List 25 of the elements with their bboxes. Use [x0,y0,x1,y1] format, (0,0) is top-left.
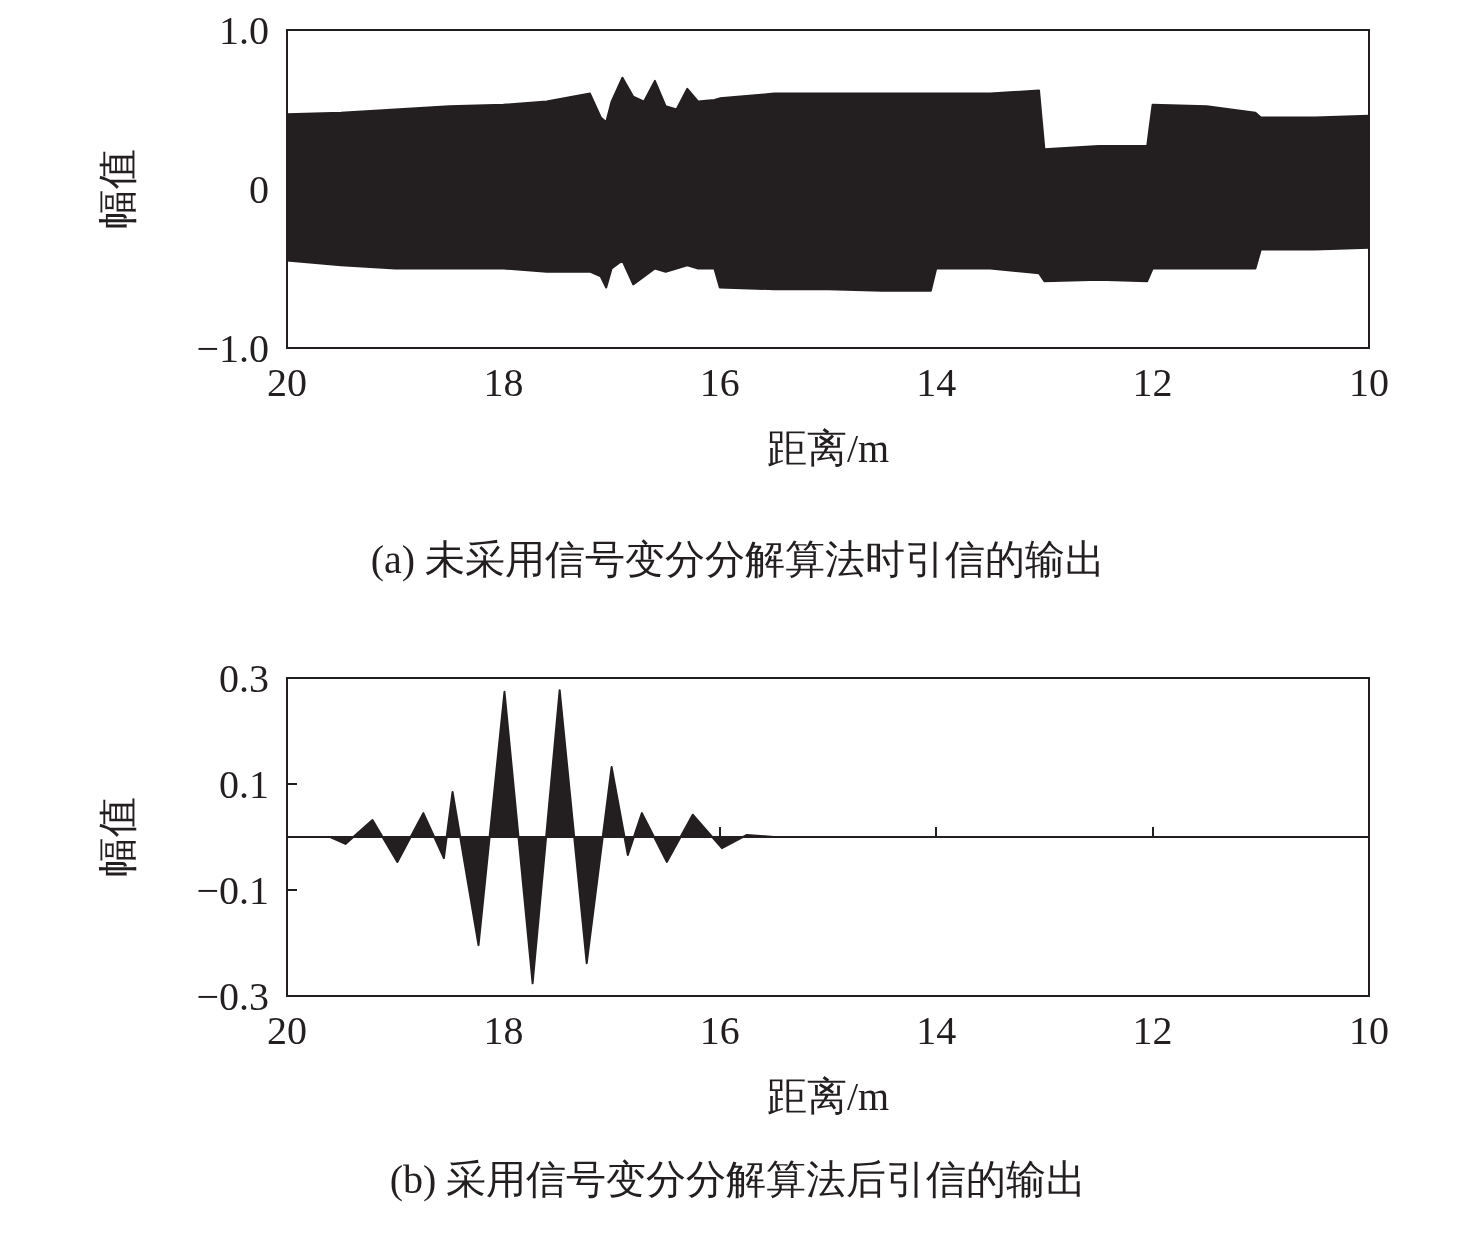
y-tick-label: −0.3 [196,973,269,1019]
x-axis-title: 距离/m [766,425,890,471]
x-axis-title: 距离/m [766,1073,890,1119]
text: (a) 未采用信号变分分解算法时引信的输出 [370,536,1106,582]
x-tick-label: 14 [916,359,957,405]
y-tick-label: 1.0 [219,7,269,53]
x-tick-label: 16 [699,1007,740,1053]
x-tick-label: 10 [1349,1007,1389,1053]
y-axis-title: 幅值 [94,797,140,877]
x-tick-label: 10 [1349,359,1389,405]
x-tick-label: 18 [483,359,524,405]
x-tick-label: 12 [1132,1007,1173,1053]
x-tick-label: 12 [1132,359,1173,405]
x-tick-label: 20 [267,1007,307,1053]
y-tick-label: −0.1 [196,867,269,913]
y-tick-label: 0 [249,166,269,212]
text: (b) 采用信号变分分解算法后引信的输出 [389,1156,1087,1202]
y-tick-label: 0.3 [219,655,269,701]
x-tick-label: 18 [483,1007,524,1053]
x-tick-label: 14 [916,1007,957,1053]
y-tick-label: −1.0 [196,325,269,371]
x-tick-label: 20 [267,359,307,405]
x-tick-label: 16 [699,359,740,405]
y-tick-label: 0.1 [219,761,269,807]
y-axis-title: 幅值 [94,149,140,229]
